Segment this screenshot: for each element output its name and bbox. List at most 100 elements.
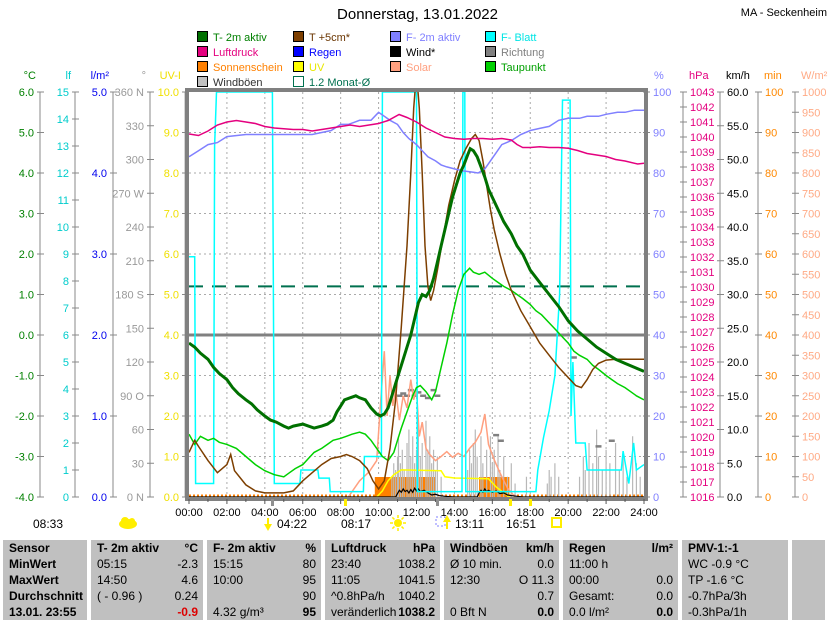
table-cell: 00:00 <box>569 573 600 587</box>
cloud-icon <box>119 517 137 529</box>
table-row: ^0.8hPa/h 1040.2 <box>325 588 440 604</box>
table-cell <box>82 604 87 620</box>
table-row: MinWert <box>3 556 87 572</box>
table-col-rowlabels: Sensor MinWert MaxWert Durchschnitt 13.01. 2… <box>3 540 87 620</box>
legend-item-regen: Regen <box>293 46 341 59</box>
axis-label: 1 <box>63 465 69 477</box>
table-cell: hPa <box>412 541 435 555</box>
x-tick-label: 16:00 <box>479 507 507 519</box>
legend-swatch <box>485 61 496 72</box>
axis-label: 1026 <box>690 342 714 354</box>
axis-label: 1020 <box>690 432 714 444</box>
table-cell: % <box>305 541 316 555</box>
axis-label: 35.0 <box>727 256 748 268</box>
table-col-pmv-1-1: PMV-1:-1 WC -0.9 °C TP -1.6 °C -0.7hPa/3h -0… <box>682 540 788 620</box>
table-row: 05:15 -2.3 <box>91 556 203 572</box>
chart-element <box>129 518 135 524</box>
legend-item-sonnenschein: Sonnenschein <box>197 61 283 74</box>
axis-label: 5.0 <box>19 128 34 140</box>
table-cell: 4.32 g/m³ <box>213 605 264 619</box>
x-tick-label: 20:00 <box>554 507 582 519</box>
axis-label: 5.0 <box>92 87 107 99</box>
axis-label: 1025 <box>690 357 714 369</box>
table-cell: 0.7 <box>537 589 554 603</box>
axis-unit-min: min <box>764 70 782 82</box>
moon-event-tick <box>436 499 439 506</box>
table-row: WC -0.9 °C <box>682 556 788 572</box>
table-row: 12:30 O 11.3 <box>444 572 559 588</box>
axis-label: 15.0 <box>727 391 748 403</box>
axis-label: 1022 <box>690 402 714 414</box>
legend-label: Taupunkt <box>501 62 546 74</box>
table-row: Ø 10 min. 0.0 <box>444 556 559 572</box>
axis-label: 4.0 <box>19 168 34 180</box>
legend-swatch <box>197 31 208 42</box>
x-tick-label: 00:00 <box>175 507 203 519</box>
table-cell: 10:00 <box>213 573 244 587</box>
table-row: Luftdruck hPa <box>325 540 440 556</box>
table-cell: WC -0.9 °C <box>688 557 749 571</box>
table-cell: 90 <box>302 589 316 603</box>
table-cell: Luftdruck <box>331 541 387 555</box>
axis-label: 2.0 <box>19 249 34 261</box>
x-tick-label: 18:00 <box>516 507 544 519</box>
table-cell: Ø 10 min. <box>450 557 503 571</box>
table-cell: 11:05 <box>331 573 361 587</box>
axis-label: 120 <box>126 357 144 369</box>
table-cell: 12:30 <box>450 573 481 587</box>
axis-label: 7.0 <box>164 209 179 221</box>
axis-label: 11 <box>58 195 69 207</box>
legend-label: Richtung <box>501 47 545 59</box>
table-row: -0.7hPa/3h <box>682 588 788 604</box>
legend-item-f-blatt: F- Blatt <box>485 31 537 44</box>
table-row: 10:00 95 <box>207 572 321 588</box>
axis-label: 500 <box>802 290 820 302</box>
sunset-time: 16:51 <box>506 517 536 531</box>
axis-label: 70 <box>765 209 777 221</box>
table-row: -0.9 <box>91 604 203 620</box>
axis-unit-UV-I: UV-I <box>160 70 181 82</box>
table-cell: 1040.2 <box>398 589 435 603</box>
axis-label: 550 <box>802 269 820 281</box>
axis-unit-°C: °C <box>24 70 36 82</box>
legend-label: F- Blatt <box>501 32 537 44</box>
axis-label: 1016 <box>690 492 714 504</box>
table-cell: Durchschnitt <box>9 589 84 603</box>
legend-swatch <box>293 76 304 87</box>
axis-label: 1040 <box>690 132 714 144</box>
axis-label: 350 <box>802 350 820 362</box>
legend-label: T- 2m aktiv <box>213 32 267 44</box>
table-cell: PMV-1:-1 <box>688 541 739 555</box>
table-cell <box>673 556 678 572</box>
axis-label: 0.0 <box>164 492 179 504</box>
axis-unit-hPa: hPa <box>689 70 709 82</box>
legend-item-richtung: Richtung <box>485 46 545 59</box>
axis-label: 10 <box>653 452 665 464</box>
axis-label: 8 <box>63 276 69 288</box>
axis-label: 1036 <box>690 192 714 204</box>
axis-label: 150 <box>802 431 820 443</box>
series-luftdruck <box>189 113 644 165</box>
axis-label: 40.0 <box>727 222 748 234</box>
legend-label: T +5cm* <box>309 32 351 44</box>
axis-label: 10 <box>765 452 777 464</box>
table-cell <box>783 572 788 588</box>
axis-label: 80 <box>653 168 665 180</box>
table-cell <box>207 588 213 604</box>
axis-label: 270 W <box>112 188 144 200</box>
x-tick-label: 08:00 <box>327 507 355 519</box>
axis-label: 20 <box>765 411 777 423</box>
axis-label: 60 <box>653 249 665 261</box>
axis-label: 2.0 <box>164 411 179 423</box>
legend-item-t-2m-aktiv: T- 2m aktiv <box>197 31 267 44</box>
table-cell: l/m² <box>651 541 673 555</box>
axis-label: 200 <box>802 411 820 423</box>
axis-label: 9.0 <box>164 128 179 140</box>
series-f-2m-aktiv <box>189 109 644 174</box>
table-row: Durchschnitt <box>3 588 87 604</box>
moon-note-time: 08:33 <box>33 517 63 531</box>
legend-label: Luftdruck <box>213 47 259 59</box>
table-cell <box>82 556 87 572</box>
legend-label: 1.2 Monat-Ø <box>309 77 371 89</box>
axis-label: 100 <box>653 87 671 99</box>
